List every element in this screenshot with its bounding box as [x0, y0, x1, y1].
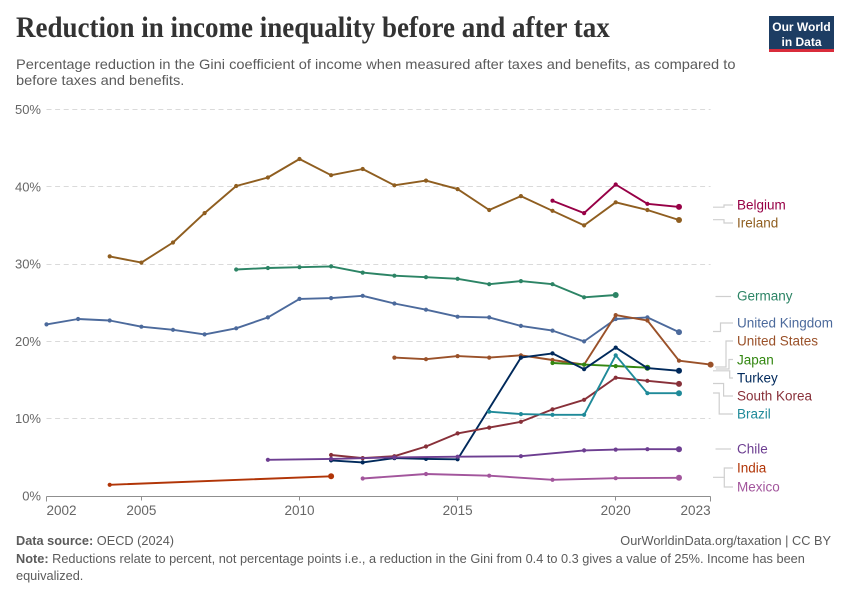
svg-text:Belgium: Belgium — [737, 198, 786, 213]
svg-text:20%: 20% — [15, 334, 41, 349]
svg-text:2005: 2005 — [126, 503, 156, 518]
svg-text:South Korea: South Korea — [737, 389, 813, 404]
svg-text:Japan: Japan — [737, 353, 774, 368]
svg-text:2020: 2020 — [601, 503, 631, 518]
svg-text:Turkey: Turkey — [737, 371, 778, 386]
svg-text:United States: United States — [737, 334, 818, 349]
svg-text:2023: 2023 — [681, 503, 711, 518]
svg-text:2002: 2002 — [47, 503, 77, 518]
svg-text:India: India — [737, 461, 767, 476]
svg-text:2010: 2010 — [284, 503, 314, 518]
svg-text:Chile: Chile — [737, 442, 768, 457]
svg-text:Mexico: Mexico — [737, 480, 780, 495]
svg-text:Ireland: Ireland — [737, 216, 778, 231]
svg-text:0%: 0% — [22, 489, 41, 504]
svg-text:United Kingdom: United Kingdom — [737, 316, 833, 331]
svg-text:50%: 50% — [15, 102, 41, 117]
svg-text:Brazil: Brazil — [737, 407, 771, 422]
svg-text:40%: 40% — [15, 179, 41, 194]
svg-text:30%: 30% — [15, 257, 41, 272]
svg-text:Germany: Germany — [737, 289, 793, 304]
svg-text:10%: 10% — [15, 411, 41, 426]
svg-text:2015: 2015 — [443, 503, 473, 518]
